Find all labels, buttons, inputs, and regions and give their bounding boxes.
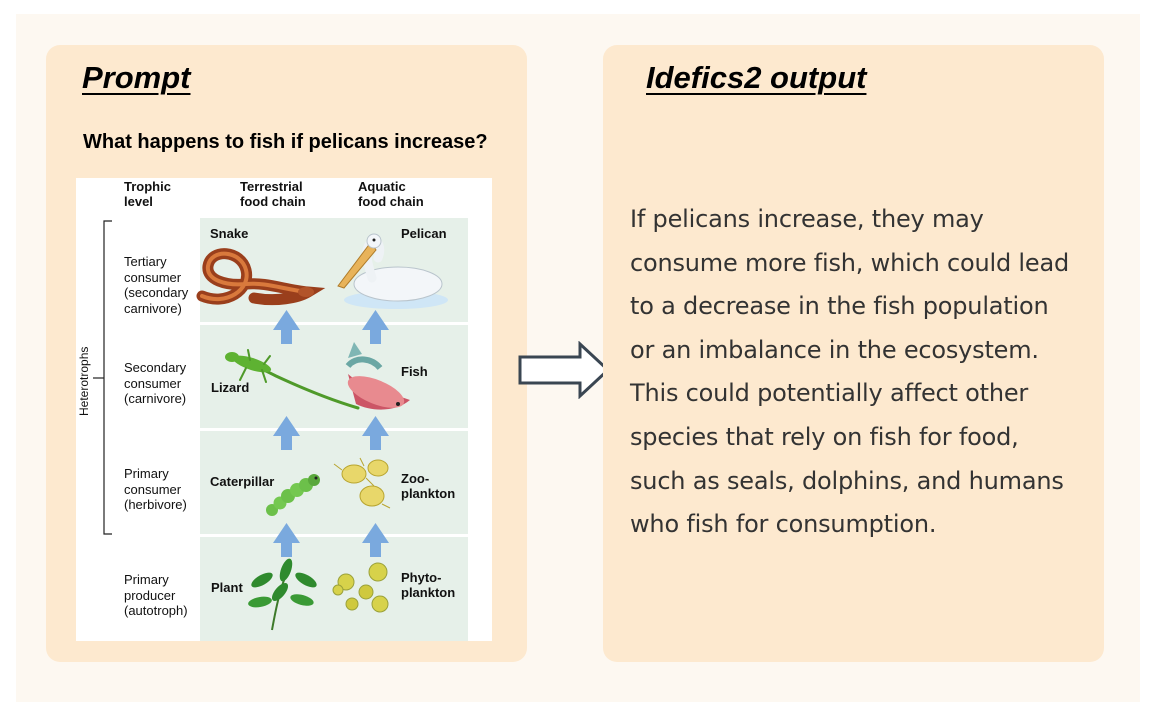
level-primary-3: (herbivore)	[124, 497, 187, 512]
plant-icon	[248, 558, 317, 631]
zooplankton-icon	[333, 457, 391, 509]
row-primary-consumer	[200, 431, 468, 534]
prompt-question: What happens to fish if pelicans increas…	[83, 131, 488, 153]
label-caterpillar: Caterpillar	[210, 474, 274, 489]
label-fish: Fish	[401, 364, 428, 379]
header-aquatic-2: food chain	[358, 194, 424, 209]
level-tertiary-2: consumer	[124, 270, 182, 285]
label-pelican: Pelican	[401, 226, 447, 241]
label-phytoplankton-2: plankton	[401, 585, 455, 600]
output-title: Idefics2 output	[646, 60, 867, 95]
level-primary-1: Primary	[124, 466, 169, 481]
row-secondary	[200, 325, 468, 428]
fish-icon	[345, 342, 410, 410]
output-panel: Idefics2 output If pelicans increase, th…	[603, 45, 1104, 662]
label-snake: Snake	[210, 226, 248, 241]
answer-line: consume more fish, which could lead	[630, 248, 1070, 277]
caterpillar-icon	[266, 474, 320, 516]
food-chain-diagram: Trophic level Terrestrial food chain Aqu…	[77, 179, 468, 641]
phytoplankton-icon	[332, 562, 389, 613]
level-primary-2: consumer	[124, 482, 182, 497]
level-tertiary-1: Tertiary	[124, 254, 167, 269]
snake-icon	[196, 248, 326, 306]
answer-line: such as seals, dolphins, and humans	[630, 466, 1064, 495]
up-arrow-icon	[273, 523, 300, 557]
up-arrow-icon	[362, 523, 389, 557]
header-trophic-1: Trophic	[124, 179, 171, 194]
answer-line: who fish for consumption.	[630, 510, 937, 539]
header-terrestrial-2: food chain	[240, 194, 306, 209]
level-secondary-3: (carnivore)	[124, 391, 186, 406]
label-plant: Plant	[211, 580, 243, 595]
prompt-title: Prompt	[82, 60, 191, 95]
level-producer-1: Primary	[124, 572, 169, 587]
label-lizard: Lizard	[211, 380, 249, 395]
up-arrow-icon	[362, 416, 389, 450]
pelican-icon	[337, 233, 448, 309]
level-secondary-1: Secondary	[124, 360, 187, 375]
up-arrow-icon	[362, 310, 389, 344]
header-aquatic-1: Aquatic	[358, 179, 406, 194]
food-chain-figure: Trophic level Terrestrial food chain Aqu…	[76, 178, 492, 641]
label-zooplankton-2: plankton	[401, 486, 455, 501]
level-producer-3: (autotroph)	[124, 603, 188, 618]
up-arrow-icon	[273, 416, 300, 450]
heterotrophs-bracket	[103, 220, 112, 535]
header-trophic-2: level	[124, 194, 153, 209]
answer-line: This could potentially affect other	[630, 379, 1029, 408]
heterotrophs-label: Heterotrophs	[77, 347, 91, 416]
answer-line: If pelicans increase, they may	[630, 205, 984, 233]
level-tertiary-3: (secondary	[124, 285, 189, 300]
level-tertiary-4: carnivore)	[124, 301, 182, 316]
answer-line: species that rely on fish for food,	[630, 422, 1019, 451]
header-terrestrial-1: Terrestrial	[240, 179, 303, 194]
up-arrow-icon	[273, 310, 300, 344]
lizard-icon	[225, 349, 360, 410]
level-producer-2: producer	[124, 588, 176, 603]
label-zooplankton-1: Zoo-	[401, 471, 429, 486]
answer-line: or an imbalance in the ecosystem.	[630, 335, 1039, 364]
level-secondary-2: consumer	[124, 376, 182, 391]
model-answer: If pelicans increase, they may consume m…	[630, 198, 1090, 547]
label-phytoplankton-1: Phyto-	[401, 570, 441, 585]
answer-line: to a decrease in the fish population	[630, 292, 1049, 321]
right-arrow-icon	[518, 341, 611, 399]
